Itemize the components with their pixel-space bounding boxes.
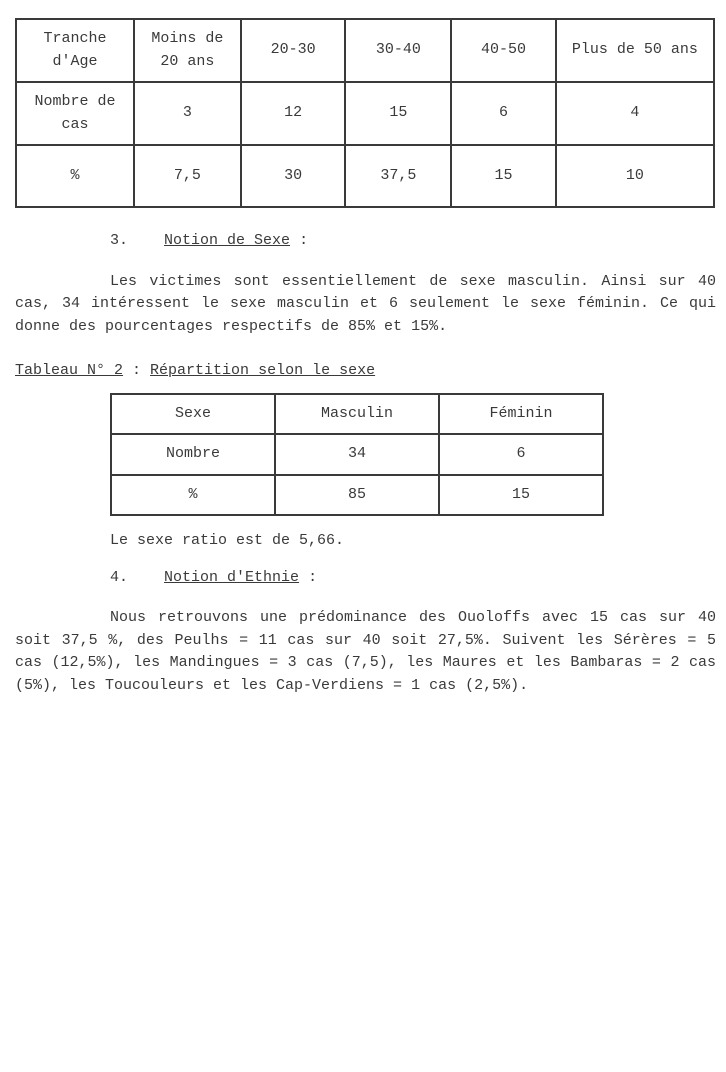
col-header: Sexe bbox=[111, 394, 275, 435]
section-title: Notion d'Ethnie bbox=[164, 569, 299, 586]
col-header: Masculin bbox=[275, 394, 439, 435]
table-row: % 85 15 bbox=[111, 475, 603, 516]
sex-distribution-table: Sexe Masculin Féminin Nombre 34 6 % 85 1… bbox=[110, 393, 604, 517]
paragraph-text: Les victimes sont essentiellement de sex… bbox=[15, 273, 716, 335]
cell: 15 bbox=[345, 82, 451, 145]
caption-sep: : bbox=[123, 362, 150, 379]
cell: 85 bbox=[275, 475, 439, 516]
row-header: % bbox=[111, 475, 275, 516]
cell: 15 bbox=[439, 475, 603, 516]
row-header: Nombre de cas bbox=[16, 82, 134, 145]
col-header: Moins de 20 ans bbox=[134, 19, 241, 82]
paragraph-ethnie: Nous retrouvons une prédominance des Ouo… bbox=[15, 607, 716, 697]
cell: 37,5 bbox=[345, 145, 451, 207]
cell: 34 bbox=[275, 434, 439, 475]
section-colon: : bbox=[299, 232, 308, 249]
section-colon: : bbox=[308, 569, 317, 586]
paragraph-sexe: Les victimes sont essentiellement de sex… bbox=[15, 271, 716, 339]
col-header: Tranche d'Age bbox=[16, 19, 134, 82]
cell: 15 bbox=[451, 145, 556, 207]
cell: 12 bbox=[241, 82, 346, 145]
row-header: Nombre bbox=[111, 434, 275, 475]
col-header: 40-50 bbox=[451, 19, 556, 82]
caption-title: Répartition selon le sexe bbox=[150, 362, 375, 379]
cell: 4 bbox=[556, 82, 714, 145]
section-number: 4. bbox=[110, 567, 155, 590]
col-header: 30-40 bbox=[345, 19, 451, 82]
age-distribution-table: Tranche d'Age Moins de 20 ans 20-30 30-4… bbox=[15, 18, 715, 208]
table-row: Tranche d'Age Moins de 20 ans 20-30 30-4… bbox=[16, 19, 714, 82]
paragraph-text: Nous retrouvons une prédominance des Ouo… bbox=[15, 609, 716, 694]
table2-caption: Tableau N° 2 : Répartition selon le sexe bbox=[15, 360, 716, 383]
cell: 3 bbox=[134, 82, 241, 145]
cell: 7,5 bbox=[134, 145, 241, 207]
section-heading-4: 4. Notion d'Ethnie : bbox=[110, 567, 716, 590]
col-header: Féminin bbox=[439, 394, 603, 435]
table-row: Nombre 34 6 bbox=[111, 434, 603, 475]
caption-prefix: Tableau N° 2 bbox=[15, 362, 123, 379]
section-number: 3. bbox=[110, 230, 155, 253]
section-heading-3: 3. Notion de Sexe : bbox=[110, 230, 716, 253]
table-row: % 7,5 30 37,5 15 10 bbox=[16, 145, 714, 207]
cell: 6 bbox=[451, 82, 556, 145]
table-row: Sexe Masculin Féminin bbox=[111, 394, 603, 435]
cell: 6 bbox=[439, 434, 603, 475]
cell: 10 bbox=[556, 145, 714, 207]
section-title: Notion de Sexe bbox=[164, 232, 290, 249]
cell: 30 bbox=[241, 145, 346, 207]
table-row: Nombre de cas 3 12 15 6 4 bbox=[16, 82, 714, 145]
col-header: Plus de 50 ans bbox=[556, 19, 714, 82]
row-header: % bbox=[16, 145, 134, 207]
col-header: 20-30 bbox=[241, 19, 346, 82]
sex-ratio-line: Le sexe ratio est de 5,66. bbox=[110, 530, 716, 553]
